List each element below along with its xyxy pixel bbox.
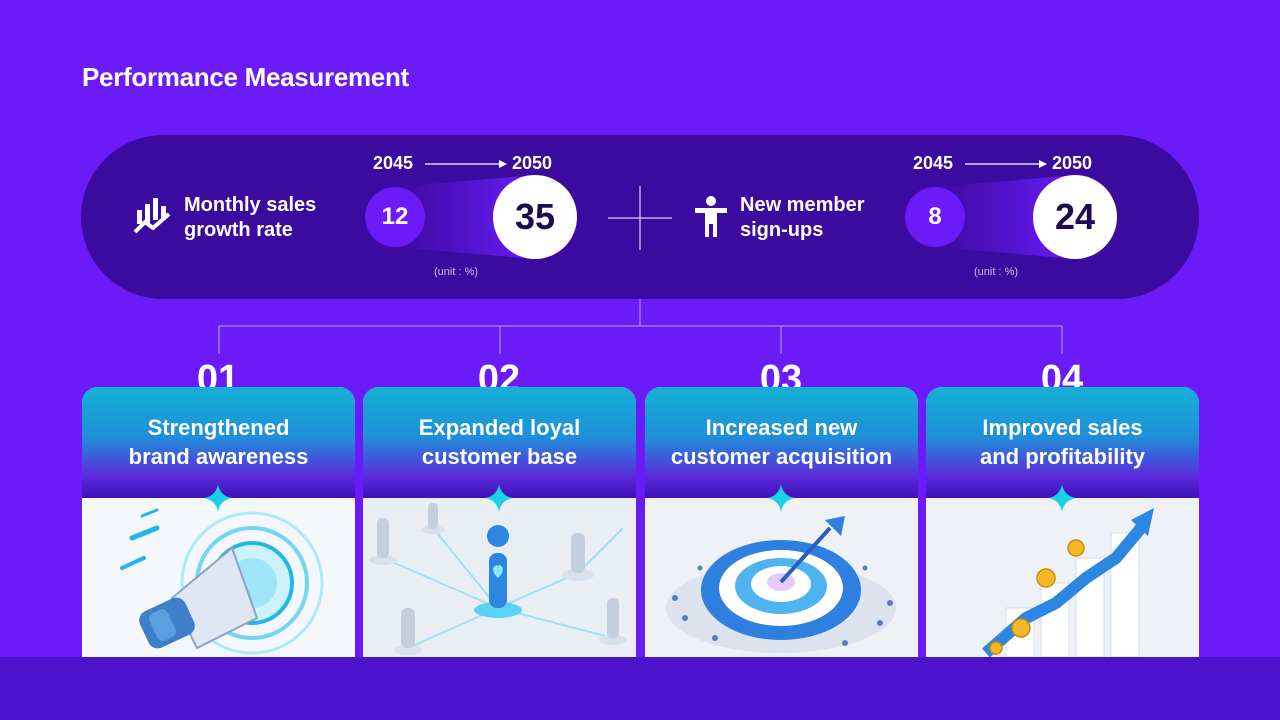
target-bullseye-illustration [645, 498, 918, 657]
sparkle-icon [204, 484, 232, 512]
megaphone-illustration [82, 498, 355, 657]
arrow-right-icon [425, 160, 507, 168]
card-header [82, 387, 355, 498]
divider-cross [608, 186, 672, 250]
footer-band [0, 657, 1280, 720]
page-title: Performance Measurement [82, 62, 409, 92]
card-number: 01 [196, 358, 240, 388]
sparkle-icon [1048, 484, 1076, 512]
card-loyal-customers: Expanded loyal customer base [363, 387, 636, 657]
card-title: Expanded loyal customer base [418, 415, 581, 469]
card-header [926, 387, 1199, 498]
connector-lines [218, 299, 1063, 354]
rising-arrow-coins-illustration [926, 498, 1199, 657]
growth-chart-icon [133, 198, 171, 234]
end-year: 2050 [1052, 153, 1093, 173]
card-sales-profitability: Improved sales and profitability [926, 387, 1199, 657]
person-icon [695, 196, 727, 237]
arrow-right-icon [965, 160, 1047, 168]
start-year: 2045 [373, 153, 414, 173]
end-value-circle: 24 [1033, 175, 1117, 259]
end-value-circle: 35 [493, 175, 577, 259]
card-new-customers: Increased new customer acquisition [645, 387, 918, 657]
end-year: 2050 [512, 153, 553, 173]
card-brand-awareness: Strengthened brand awareness [82, 387, 355, 657]
card-title: Strengthened brand awareness [128, 415, 309, 469]
card-title: Increased new customer acquisition [670, 415, 893, 469]
card-header [645, 387, 918, 498]
start-value-circle: 8 [905, 187, 965, 247]
metric-label-members: New member sign-ups [740, 194, 865, 241]
loyal-customers-network-illustration [363, 498, 636, 657]
start-year: 2045 [913, 153, 954, 173]
unit-label: (unit : %) [434, 266, 479, 278]
metric-label-sales: Monthly sales growth rate [184, 194, 317, 241]
card-title: Improved sales and profitability [980, 415, 1145, 469]
start-value-circle: 12 [365, 187, 425, 247]
card-header [363, 387, 636, 498]
card-number: 04 [1040, 358, 1084, 388]
card-number: 03 [759, 358, 803, 388]
sparkle-icon [767, 484, 795, 512]
sparkle-icon [485, 484, 513, 512]
unit-label: (unit : %) [974, 266, 1019, 278]
card-number: 02 [477, 358, 521, 388]
